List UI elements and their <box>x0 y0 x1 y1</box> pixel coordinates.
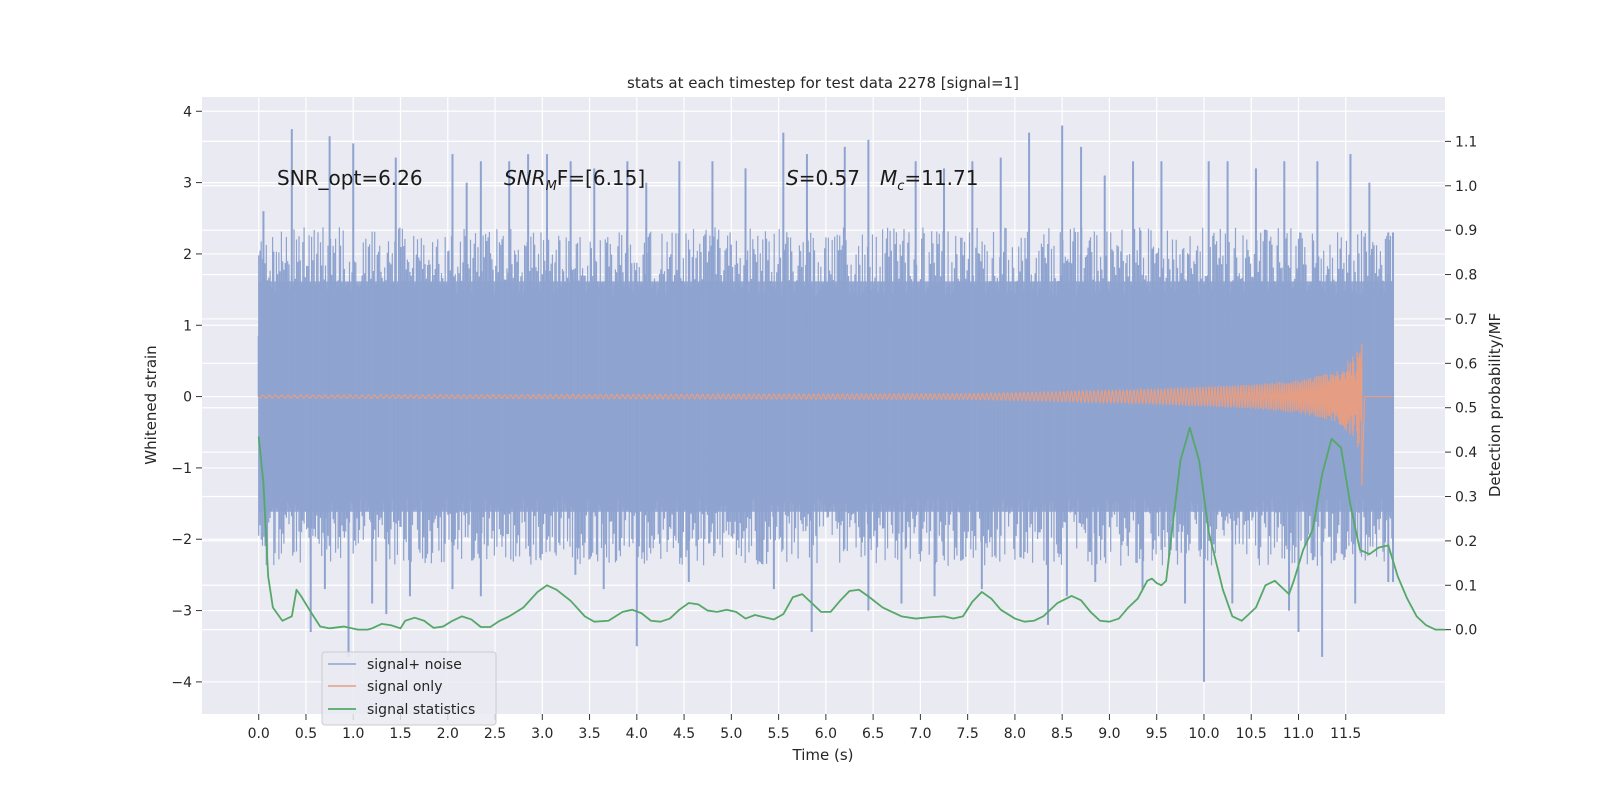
y-left-tick-label: 2 <box>183 247 192 263</box>
y-left-axis-label: Whitened strain <box>142 345 160 464</box>
y-left-tick-label: −4 <box>171 675 192 691</box>
x-tick-label: 3.5 <box>578 726 600 742</box>
x-axis-ticks: 0.0 0.5 1.0 1.5 2.0 2.5 3.0 3.5 4.0 4.5 5.0 5.5 6.0 6… <box>248 714 1361 742</box>
annotation-mc-italic: M <box>880 166 897 190</box>
annotation-s-italic: S <box>786 166 799 190</box>
signal-only-trace <box>258 343 1394 486</box>
x-tick-label: 10.5 <box>1236 726 1267 742</box>
x-tick-label: 5.5 <box>767 726 789 742</box>
legend-label-signal-noise: signal+ noise <box>367 657 462 673</box>
y-right-axis-label: Detection probability/MF <box>1486 313 1504 497</box>
x-axis-label: Time (s) <box>792 746 854 764</box>
x-tick-label: 0.5 <box>295 726 317 742</box>
y-left-tick-label: 4 <box>183 104 192 120</box>
annotation-snr-mf-sub: M <box>546 179 557 194</box>
x-tick-label: 2.5 <box>484 726 506 742</box>
annotation-snr-opt: SNR_opt=6.26 <box>277 166 423 190</box>
annotation-mc-rest: =11.71 <box>904 166 978 190</box>
x-tick-label: 10.0 <box>1188 726 1219 742</box>
y-right-tick-label: 0.6 <box>1455 356 1477 372</box>
y-right-tick-label: 0.0 <box>1455 623 1477 639</box>
x-tick-label: 6.0 <box>815 726 837 742</box>
y-right-tick-label: 0.1 <box>1455 578 1477 594</box>
annotation-mc: Mc=11.71 <box>880 166 978 194</box>
x-tick-label: 6.5 <box>862 726 884 742</box>
y-left-tick-label: 3 <box>183 176 192 192</box>
x-tick-label: 11.0 <box>1283 726 1314 742</box>
annotation-s-rest: =0.57 <box>799 166 860 190</box>
x-tick-label: 11.5 <box>1330 726 1361 742</box>
x-tick-label: 1.5 <box>389 726 411 742</box>
x-tick-label: 4.5 <box>673 726 695 742</box>
x-tick-label: 0.0 <box>248 726 270 742</box>
y-right-tick-label: 0.9 <box>1455 223 1477 239</box>
chart-title: stats at each timestep for test data 227… <box>627 74 1019 92</box>
y-right-tick-label: 0.4 <box>1455 445 1477 461</box>
annotation-mc-sub: c <box>897 179 904 194</box>
legend: signal+ noise signal only signal statist… <box>321 651 497 726</box>
series-signal-only <box>258 343 1394 486</box>
y-left-tick-label: −2 <box>171 532 192 548</box>
series-signal-statistics <box>257 426 1445 631</box>
x-tick-label: 7.0 <box>909 726 931 742</box>
x-tick-label: 2.0 <box>437 726 459 742</box>
annotation-snr-mf-main: SNR <box>504 166 546 190</box>
y-left-tick-label: 0 <box>183 390 192 406</box>
x-tick-label: 9.5 <box>1146 726 1168 742</box>
legend-label-signal-only: signal only <box>367 679 442 695</box>
legend-box <box>321 651 497 726</box>
y-right-axis-ticks: 1.1 1.0 0.9 0.8 0.7 0.6 0.5 0.4 0.3 0.2 0.1 0.0 <box>1445 134 1477 639</box>
x-tick-label: 8.5 <box>1051 726 1073 742</box>
statistics-trace <box>257 426 1445 631</box>
y-right-tick-label: 1.1 <box>1455 134 1477 150</box>
x-tick-label: 4.0 <box>626 726 648 742</box>
legend-label-signal-statistics: signal statistics <box>367 702 475 718</box>
x-tick-label: 7.5 <box>957 726 979 742</box>
annotation-snr-mf-rest: F=[6.15] <box>557 166 645 190</box>
x-tick-label: 3.0 <box>531 726 553 742</box>
y-left-tick-label: 1 <box>183 318 192 334</box>
y-right-tick-label: 0.5 <box>1455 401 1477 417</box>
annotation-s: S=0.57 <box>786 166 860 190</box>
y-left-tick-label: −1 <box>171 461 192 477</box>
x-tick-label: 9.0 <box>1098 726 1120 742</box>
y-right-tick-label: 0.8 <box>1455 268 1477 284</box>
x-tick-label: 1.0 <box>342 726 364 742</box>
y-left-axis-ticks: 4 3 2 1 0 −1 −2 −3 −4 <box>171 104 202 691</box>
y-left-tick-label: −3 <box>171 604 192 620</box>
x-tick-label: 5.0 <box>720 726 742 742</box>
y-right-tick-label: 0.2 <box>1455 534 1477 550</box>
y-right-tick-label: 0.7 <box>1455 312 1477 328</box>
y-right-tick-label: 0.3 <box>1455 489 1477 505</box>
y-right-tick-label: 1.0 <box>1455 179 1477 195</box>
annotation-snr-mf: SNRMF=[6.15] <box>504 166 645 194</box>
x-tick-label: 8.0 <box>1004 726 1026 742</box>
